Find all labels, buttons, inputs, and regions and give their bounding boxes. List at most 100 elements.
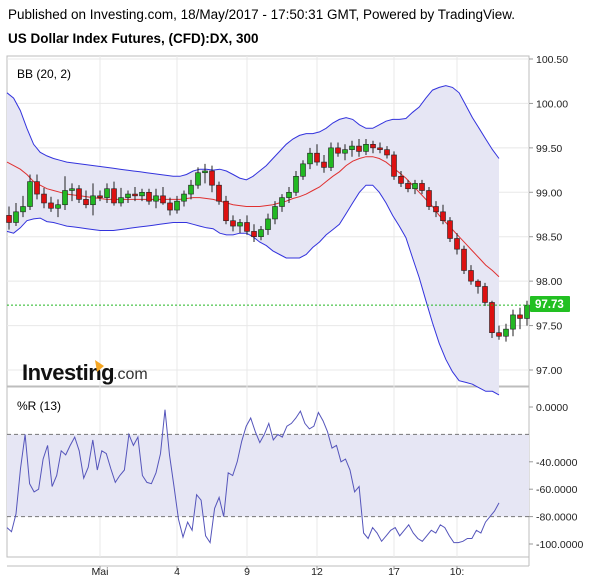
candle-body bbox=[272, 206, 278, 220]
candle-body bbox=[146, 191, 152, 202]
candle-body bbox=[447, 220, 453, 239]
bb-band-fill bbox=[7, 85, 499, 395]
candle-body bbox=[230, 220, 236, 227]
price-tick-label: 97.00 bbox=[536, 365, 562, 377]
candle-body bbox=[377, 147, 383, 150]
bb-pane-label: BB (20, 2) bbox=[17, 67, 71, 81]
price-tick-label: 99.00 bbox=[536, 187, 562, 199]
williams-r-line bbox=[6, 409, 500, 544]
candle-body bbox=[209, 170, 215, 186]
r-tick-label: -80.0000 bbox=[536, 512, 578, 524]
candle-body bbox=[405, 183, 411, 190]
candle-body bbox=[475, 280, 481, 287]
candle-body bbox=[27, 181, 33, 207]
candle-body bbox=[300, 163, 306, 177]
candle-body bbox=[279, 197, 285, 207]
investing-logo: Investing .com bbox=[22, 360, 148, 385]
candle-body bbox=[391, 154, 397, 177]
candle-body bbox=[468, 270, 474, 282]
candle-body bbox=[97, 195, 103, 198]
candle-body bbox=[83, 199, 89, 206]
candle-body bbox=[265, 218, 271, 230]
candle-body bbox=[461, 248, 467, 271]
candle-body bbox=[41, 193, 47, 204]
candle-body bbox=[398, 175, 404, 184]
candle-body bbox=[342, 149, 348, 154]
time-axis-labels: Mai 4 9 12 17 10: bbox=[92, 566, 465, 578]
candle-body bbox=[244, 222, 250, 232]
logo-suffix: .com bbox=[113, 366, 148, 383]
r-tick-label: -40.0000 bbox=[536, 457, 578, 469]
chart-title: US Dollar Index Futures, (CFD):DX, 300 bbox=[8, 31, 259, 46]
candle-body bbox=[496, 332, 502, 337]
candle-body bbox=[440, 211, 446, 222]
candle-body bbox=[125, 193, 131, 198]
price-tick-label: 99.50 bbox=[536, 143, 562, 155]
time-tick-label: 4 bbox=[174, 566, 180, 578]
candle-body bbox=[223, 200, 229, 222]
candle-body bbox=[216, 184, 222, 202]
candle-body bbox=[419, 183, 425, 191]
candle-body bbox=[139, 191, 145, 197]
bb-basis-line bbox=[6, 156, 500, 278]
candle-body bbox=[167, 202, 173, 211]
candle-body bbox=[48, 202, 54, 209]
candle-body bbox=[111, 188, 117, 204]
time-tick-label: 12 bbox=[311, 566, 323, 578]
candle-body bbox=[251, 231, 257, 238]
candle-body bbox=[76, 188, 82, 200]
candle-body bbox=[321, 161, 327, 168]
last-price-tag-bg bbox=[530, 296, 570, 312]
published-caption: Published on Investing.com, 18/May/2017 … bbox=[8, 7, 516, 22]
candle-body bbox=[363, 144, 369, 152]
candle-body bbox=[517, 314, 523, 319]
candle-body bbox=[13, 211, 19, 223]
candle-body bbox=[328, 147, 334, 168]
candle-body bbox=[160, 195, 166, 204]
price-tick-label: 100.50 bbox=[536, 54, 568, 66]
logo-mark-icon bbox=[95, 360, 104, 372]
time-tick-label: 10: bbox=[450, 566, 465, 578]
candle-body bbox=[489, 302, 495, 333]
candle-body bbox=[258, 229, 264, 238]
candle-body bbox=[69, 188, 75, 191]
candle-body bbox=[286, 191, 292, 198]
bb-upper-line bbox=[6, 85, 500, 181]
candle-body bbox=[307, 152, 313, 165]
candle-body bbox=[104, 188, 110, 198]
candles bbox=[6, 138, 530, 342]
candle-body bbox=[195, 172, 201, 186]
candle-body bbox=[62, 190, 68, 206]
candle-body bbox=[55, 204, 61, 209]
r-tick-label: -100.0000 bbox=[536, 539, 583, 551]
candle-body bbox=[132, 193, 138, 197]
price-axis-ticks: 100.50 100.00 99.50 99.00 98.50 98.00 97.50 97.… bbox=[529, 54, 568, 377]
price-tick-label: 98.50 bbox=[536, 232, 562, 244]
candle-body bbox=[237, 222, 243, 227]
williams-r-pane-label: %R (13) bbox=[17, 399, 61, 413]
candle-body bbox=[426, 190, 432, 207]
candle-body bbox=[482, 286, 488, 303]
candle-body bbox=[202, 170, 208, 174]
candle-body bbox=[153, 195, 159, 202]
candle-body bbox=[433, 206, 439, 213]
candle-body bbox=[174, 200, 180, 211]
candle-body bbox=[384, 149, 390, 156]
candle-body bbox=[90, 195, 96, 206]
candle-body bbox=[314, 152, 320, 163]
candle-body bbox=[412, 183, 418, 190]
candle-body bbox=[349, 145, 355, 150]
candle-body bbox=[188, 184, 194, 195]
time-tick-label: 17 bbox=[388, 566, 400, 578]
candle-body bbox=[510, 314, 516, 330]
last-price-label: 97.73 bbox=[535, 299, 564, 311]
time-tick-label: 9 bbox=[244, 566, 250, 578]
candle-body bbox=[20, 206, 26, 213]
price-tick-label: 97.50 bbox=[536, 321, 562, 333]
candle-body bbox=[356, 145, 362, 152]
candle-body bbox=[118, 197, 124, 204]
r-tick-label: -60.0000 bbox=[536, 484, 578, 496]
time-tick-label: Mai bbox=[92, 566, 109, 578]
williams-r-axis-ticks: 0.0000 -40.0000 -60.0000 -80.0000 -100.0000 bbox=[529, 402, 583, 551]
candle-body bbox=[34, 181, 40, 195]
